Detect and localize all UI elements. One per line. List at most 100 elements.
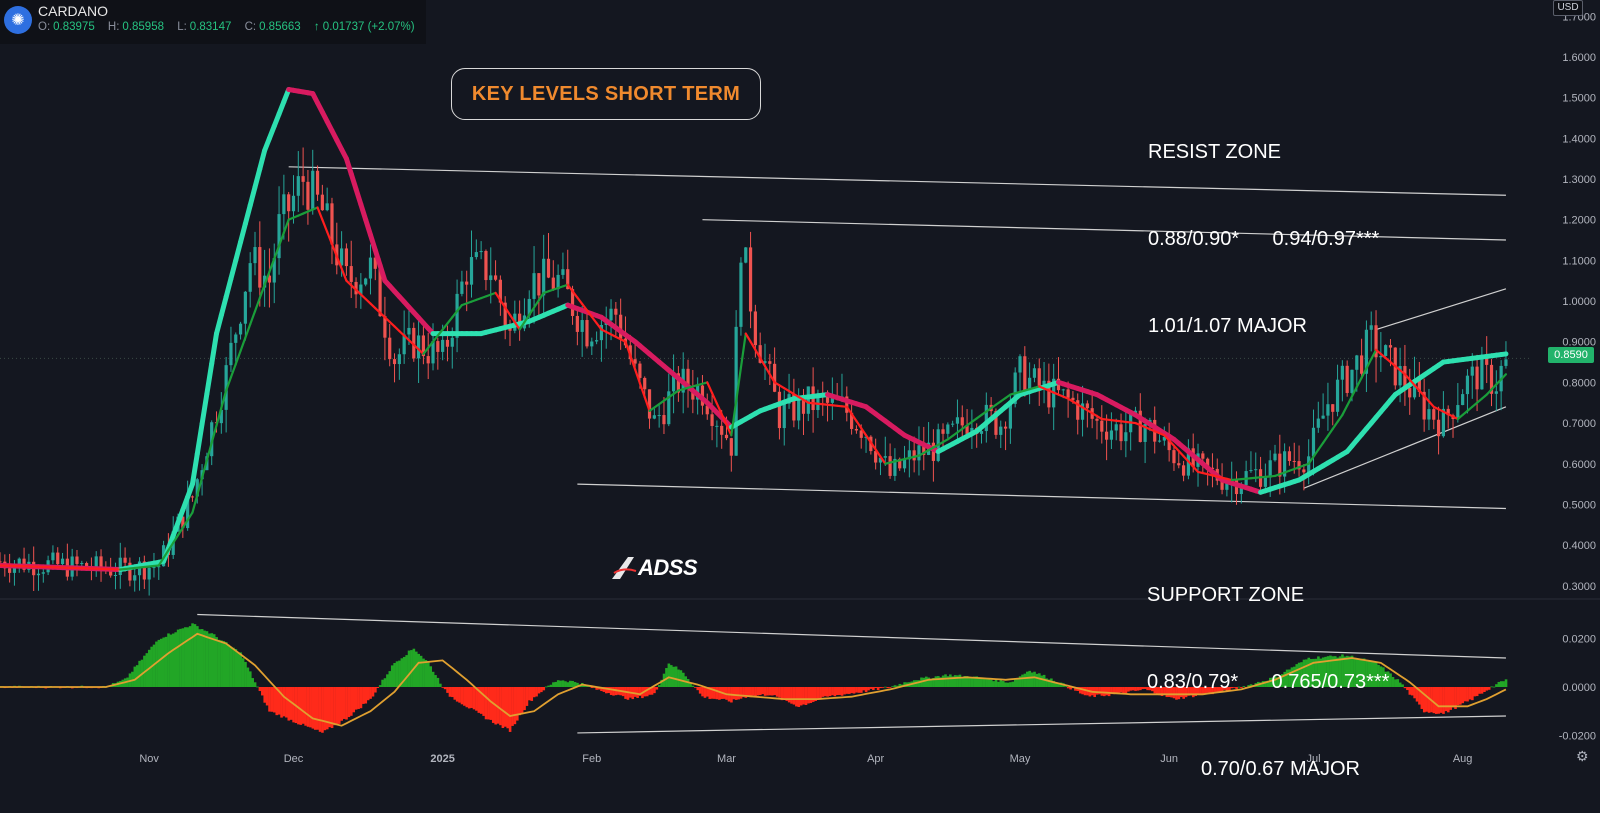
candle-body: [287, 194, 290, 211]
histogram-bar: [672, 667, 675, 687]
histogram-bar: [754, 687, 757, 696]
histogram-bar: [490, 687, 493, 720]
candle-body: [475, 252, 478, 257]
adss-logo-icon: [610, 553, 638, 583]
histogram-bar: [790, 687, 793, 704]
histogram-bar: [1481, 687, 1484, 694]
currency-button[interactable]: USD: [1553, 0, 1583, 16]
fast-ma-segment: [1342, 406, 1347, 415]
histogram-bar: [439, 684, 442, 687]
candle-body: [648, 389, 651, 418]
histogram-bar: [1452, 687, 1455, 707]
histogram-bar: [350, 687, 353, 716]
histogram-bar: [239, 652, 242, 687]
histogram-bar: [360, 687, 363, 708]
histogram-bar: [1457, 687, 1460, 705]
support-zone-title: SUPPORT ZONE: [1147, 581, 1389, 610]
candle-body: [152, 567, 155, 568]
candle-body: [427, 356, 430, 363]
candle-body: [1288, 451, 1291, 461]
candle-body: [537, 273, 540, 295]
histogram-bar: [177, 630, 180, 687]
histogram-bar: [1103, 687, 1106, 696]
histogram-bar: [405, 655, 408, 687]
histogram-bar: [764, 687, 767, 696]
candle-body: [662, 415, 665, 424]
histogram-bar: [1392, 677, 1395, 687]
histogram-bar: [372, 687, 375, 697]
histogram-bar: [879, 687, 882, 688]
histogram-bar: [509, 687, 512, 732]
high-label: H:: [108, 21, 120, 33]
candle-body: [1475, 367, 1478, 390]
settings-gear-icon[interactable]: ⚙: [1576, 748, 1589, 765]
histogram-bar: [1137, 687, 1140, 691]
fast-ma-segment: [741, 334, 746, 368]
histogram-bar: [417, 654, 420, 687]
histogram-bar: [1132, 687, 1135, 690]
histogram-bar: [1411, 687, 1414, 695]
histogram-bar: [1435, 687, 1438, 714]
low-label: L:: [177, 21, 187, 33]
candle-body: [643, 378, 646, 389]
histogram-bar: [1014, 679, 1017, 687]
fast-ma-segment: [765, 366, 770, 374]
price-axis-tick: 0.8000: [1562, 377, 1596, 389]
histogram-bar: [891, 686, 894, 687]
symbol-legend[interactable]: ✺ CARDANO O:0.83975 H:0.85958 L:0.83147 …: [0, 0, 426, 44]
histogram-bar: [752, 687, 755, 695]
candle-body: [730, 438, 733, 456]
candle-body: [229, 343, 232, 365]
candle-body: [749, 247, 752, 311]
histogram-bar: [853, 687, 856, 694]
histogram-bar: [215, 637, 218, 687]
histogram-bar: [449, 687, 452, 697]
candle-body: [364, 279, 367, 285]
candle-body: [1326, 404, 1329, 415]
histogram-bar: [838, 687, 841, 695]
histogram-bar: [134, 667, 137, 687]
histogram-bar: [456, 687, 459, 702]
candle-body: [316, 171, 319, 195]
histogram-bar: [314, 687, 317, 730]
histogram-bar: [636, 687, 639, 698]
histogram-bar: [138, 661, 141, 687]
candle-body: [1336, 380, 1339, 412]
histogram-bar: [627, 687, 630, 700]
histogram-bar: [836, 687, 839, 695]
histogram-bar: [473, 687, 476, 709]
slow-ma-segment: [241, 224, 246, 242]
histogram-bar: [1485, 687, 1488, 691]
candle-body: [946, 424, 949, 433]
histogram-bar: [355, 687, 358, 710]
price-axis-tick: 0.6000: [1562, 459, 1596, 471]
histogram-bar: [348, 687, 351, 717]
histogram-bar: [1120, 687, 1123, 692]
slow-ma-segment: [221, 297, 226, 315]
fast-ma-segment: [284, 220, 289, 233]
time-axis-tick: Feb: [582, 753, 601, 765]
price-axis-tick: 0.3000: [1562, 581, 1596, 593]
candle-body: [773, 364, 776, 392]
histogram-bar: [783, 687, 786, 699]
histogram-bar: [1442, 687, 1445, 714]
fast-ma-segment: [231, 364, 236, 377]
slow-ma-segment: [231, 260, 236, 278]
fast-ma-segment: [1338, 415, 1343, 422]
histogram-bar: [502, 687, 505, 728]
histogram-bar: [369, 687, 372, 699]
candle-body: [1100, 421, 1103, 432]
histogram-bar: [850, 687, 853, 693]
histogram-bar: [528, 687, 531, 700]
histogram-bar: [482, 687, 485, 716]
candle-body: [1408, 388, 1411, 397]
histogram-bar: [304, 687, 307, 726]
candle-body: [1269, 460, 1272, 477]
histogram-bar: [954, 675, 957, 687]
histogram-bar: [1505, 679, 1508, 687]
histogram-bar: [1096, 687, 1099, 695]
oscillator-axis-tick: 0.0200: [1562, 634, 1596, 646]
histogram-bar: [759, 687, 762, 695]
histogram-bar: [1502, 681, 1505, 687]
candle-body: [807, 386, 810, 413]
